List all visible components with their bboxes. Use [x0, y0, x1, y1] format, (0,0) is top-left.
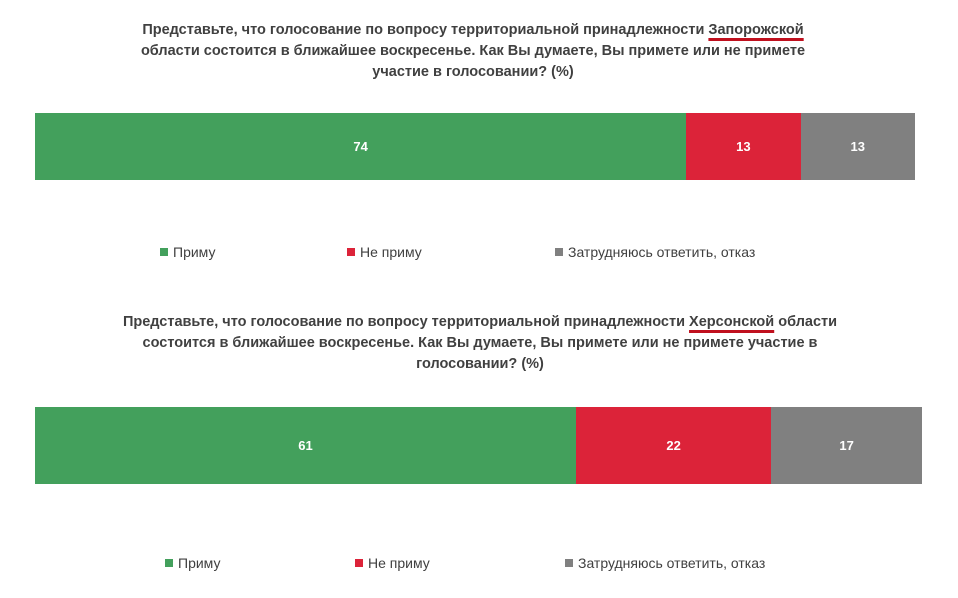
- legend-swatch: [555, 248, 563, 256]
- legend-label: Приму: [178, 555, 221, 571]
- legend-item: Приму: [160, 244, 215, 260]
- chart-title: Представьте, что голосование по вопросу …: [133, 20, 813, 83]
- bar-segment: 74: [35, 113, 687, 180]
- legend-item: Затрудняюсь ответить, отказ: [565, 555, 765, 571]
- data-label: 17: [839, 438, 854, 453]
- data-label: 61: [298, 438, 313, 453]
- legend-item: Не приму: [347, 244, 422, 260]
- bar-segment: 13: [800, 113, 915, 180]
- legend-label: Затрудняюсь ответить, отказ: [578, 555, 766, 571]
- bar-segment: 61: [35, 407, 577, 484]
- title-suffix: области состоится в ближайшее воскресень…: [140, 43, 806, 80]
- data-label: 74: [353, 139, 368, 154]
- data-label: 22: [666, 438, 681, 453]
- legend-label: Приму: [173, 244, 216, 260]
- data-label: 13: [736, 139, 751, 154]
- legend-swatch: [565, 559, 573, 567]
- legend-swatch: [165, 559, 173, 567]
- chart-title: Представьте, что голосование по вопросу …: [112, 312, 848, 375]
- title-suffix: области состоится в ближайшее воскресень…: [142, 314, 838, 372]
- legend-label: Затрудняюсь ответить, отказ: [568, 244, 756, 260]
- legend-item: Затрудняюсь ответить, отказ: [555, 244, 755, 260]
- data-label: 13: [850, 139, 866, 154]
- legend-item: Приму: [165, 555, 220, 571]
- legend-label: Не приму: [368, 555, 430, 571]
- legend-label: Не приму: [360, 244, 422, 260]
- title-region: Херсонской: [689, 314, 775, 330]
- bar-segment: 22: [576, 407, 772, 484]
- legend-swatch: [355, 559, 363, 567]
- title-prefix: Представьте, что голосование по вопросу …: [142, 22, 709, 38]
- legend-swatch: [160, 248, 168, 256]
- title-prefix: Представьте, что голосование по вопросу …: [122, 314, 690, 330]
- legend-item: Не приму: [355, 555, 430, 571]
- bar-segment: 17: [771, 407, 922, 484]
- legend-swatch: [347, 248, 355, 256]
- title-region: Запорожской: [708, 22, 804, 38]
- bar-segment: 13: [686, 113, 801, 180]
